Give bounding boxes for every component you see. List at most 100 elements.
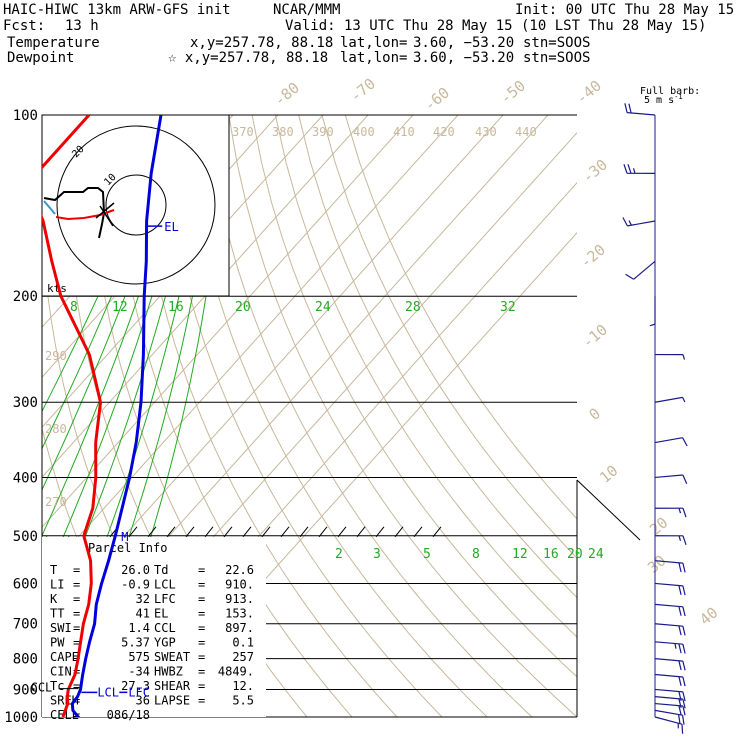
org-label: NCAR/MMM xyxy=(273,2,340,18)
parcel-info-equals: = xyxy=(73,578,80,592)
forecast-label: Fcst: xyxy=(3,18,45,34)
theta-e-label: 24 xyxy=(315,300,331,315)
isotherm-label: -40 xyxy=(573,77,605,108)
parcel-info-key: CCL xyxy=(154,621,176,635)
theta-label: 370 xyxy=(232,125,254,139)
parcel-info-value: 5.37 xyxy=(121,636,150,650)
wind-barb-feather xyxy=(682,585,686,596)
mixing-ratio-label: 20 xyxy=(567,547,583,562)
parcel-info-value: 32 xyxy=(136,592,150,606)
parcel-info-value: 4849. xyxy=(218,665,254,679)
dry-adiabat-line xyxy=(158,115,443,717)
wind-barb-staff xyxy=(654,437,683,444)
hatch-mark xyxy=(166,526,176,538)
hatch-mark xyxy=(394,526,404,538)
wind-barb-half-feather xyxy=(682,354,686,360)
hodograph-trace-upper xyxy=(43,200,56,215)
theta-e-label: 12 xyxy=(112,300,128,315)
parcel-info-value: 41 xyxy=(136,607,150,621)
mixing-ratio-label: 12 xyxy=(512,547,528,562)
parcel-info-panel: Parcel Info T = 26.0 Td = 22.6 LI = -0.9 LCL = 910.… xyxy=(42,537,266,722)
dry-adiabat-line xyxy=(274,115,577,638)
isotherm-label: -50 xyxy=(497,77,529,108)
hatch-mark xyxy=(242,526,252,538)
theta-label: 400 xyxy=(353,125,375,139)
model-title: HAIC-HIWC 13km ARW-GFS init xyxy=(3,2,231,18)
theta-label: 420 xyxy=(433,125,455,139)
pressure-tick-label: 200 xyxy=(13,289,38,305)
moist-adiabat-line xyxy=(42,296,139,537)
mixing-ratio-label: 16 xyxy=(543,547,559,562)
wind-barb-feather xyxy=(682,691,686,702)
mixing-ratio-label: 2 xyxy=(335,547,343,562)
hodograph-frame xyxy=(41,114,230,297)
parcel-info-value: 257 xyxy=(232,650,254,664)
parcel-info-key: SHEAR xyxy=(154,679,191,693)
wind-barb-staff xyxy=(627,220,656,227)
dewpoint-profile xyxy=(42,115,102,717)
temperature-profile xyxy=(70,115,163,717)
parcel-info-value: 910. xyxy=(225,578,254,592)
parcel-info-key: LI xyxy=(50,578,64,592)
parcel-info-key: LFC xyxy=(154,592,176,606)
temperature-station: stn=SOOS xyxy=(523,35,590,51)
isotherm-label: -70 xyxy=(347,75,379,106)
wind-barb-half-feather xyxy=(678,535,682,541)
storm-motion-marker-b xyxy=(99,205,114,227)
wind-barb-staff xyxy=(654,673,683,678)
wind-barb-staff xyxy=(654,709,683,716)
pressure-tick-label: 400 xyxy=(13,470,38,486)
parcel-info-equals: = xyxy=(73,650,80,664)
pressure-tick-label: 600 xyxy=(13,576,38,592)
isotherm-label: -20 xyxy=(577,241,609,272)
isotherm-label: 20 xyxy=(646,513,671,538)
parcel-info-value: -34 xyxy=(128,665,150,679)
barb-legend-value: 5 m s-1 xyxy=(644,93,683,106)
parcel-info-key: CIN xyxy=(50,665,72,679)
dewpoint-station: stn=SOOS xyxy=(523,50,590,66)
ccl-label: CCL xyxy=(31,681,53,695)
parcel-info-equals: = xyxy=(73,563,80,577)
hodograph-units: kts xyxy=(47,282,67,295)
wind-barb-feather xyxy=(624,103,628,113)
parcel-info-background xyxy=(42,537,266,717)
parcel-info-key: Tc xyxy=(50,679,64,693)
wind-barb-feather xyxy=(682,474,688,484)
isotherm-label: 10 xyxy=(596,461,621,486)
parcel-info-equals: = xyxy=(198,650,205,664)
parcel-info-value: 5.5 xyxy=(232,694,254,708)
wind-barb-feather xyxy=(682,508,687,518)
dry-adiabat-line xyxy=(135,115,398,717)
moist-adiabat-line xyxy=(42,296,112,450)
parcel-info-value: 27.3 xyxy=(121,679,150,693)
isotherm-label: 0 xyxy=(586,404,604,424)
dry-adiabat-line xyxy=(251,115,577,678)
wind-barb-feather xyxy=(625,273,634,280)
isotherm-line xyxy=(42,115,414,528)
pressure-tick-label: 300 xyxy=(13,395,38,411)
dry-adiabat-line xyxy=(321,115,577,559)
wind-barb-staff xyxy=(654,474,683,479)
hatch-mark xyxy=(261,526,271,538)
storm-motion-marker-a xyxy=(95,202,115,219)
dry-adiabat-line xyxy=(344,115,577,520)
parcel-info-equals: = xyxy=(73,679,80,693)
parcel-info-value: 36 xyxy=(136,694,150,708)
hatch-mark xyxy=(299,526,309,538)
hodograph-inset: 10 20 kts xyxy=(41,114,230,297)
wind-barb-feather xyxy=(678,676,682,686)
hatch-mark xyxy=(318,526,328,538)
parcel-info-key: YGP xyxy=(154,636,176,650)
wind-barb-feather xyxy=(678,562,682,573)
dry-adiabat-line xyxy=(181,115,488,717)
isotherm-label: -60 xyxy=(421,84,453,115)
wind-barb-staff xyxy=(633,260,656,280)
wind-barb-feather xyxy=(682,715,685,725)
theta-label: 390 xyxy=(312,125,334,139)
wind-barb-feather xyxy=(682,660,686,671)
isotherm-label: -10 xyxy=(579,321,611,352)
parcel-info-value: 12. xyxy=(232,679,254,693)
valid-time: Valid: 13 UTC Thu 28 May 15 (10 LST Thu … xyxy=(285,18,706,34)
